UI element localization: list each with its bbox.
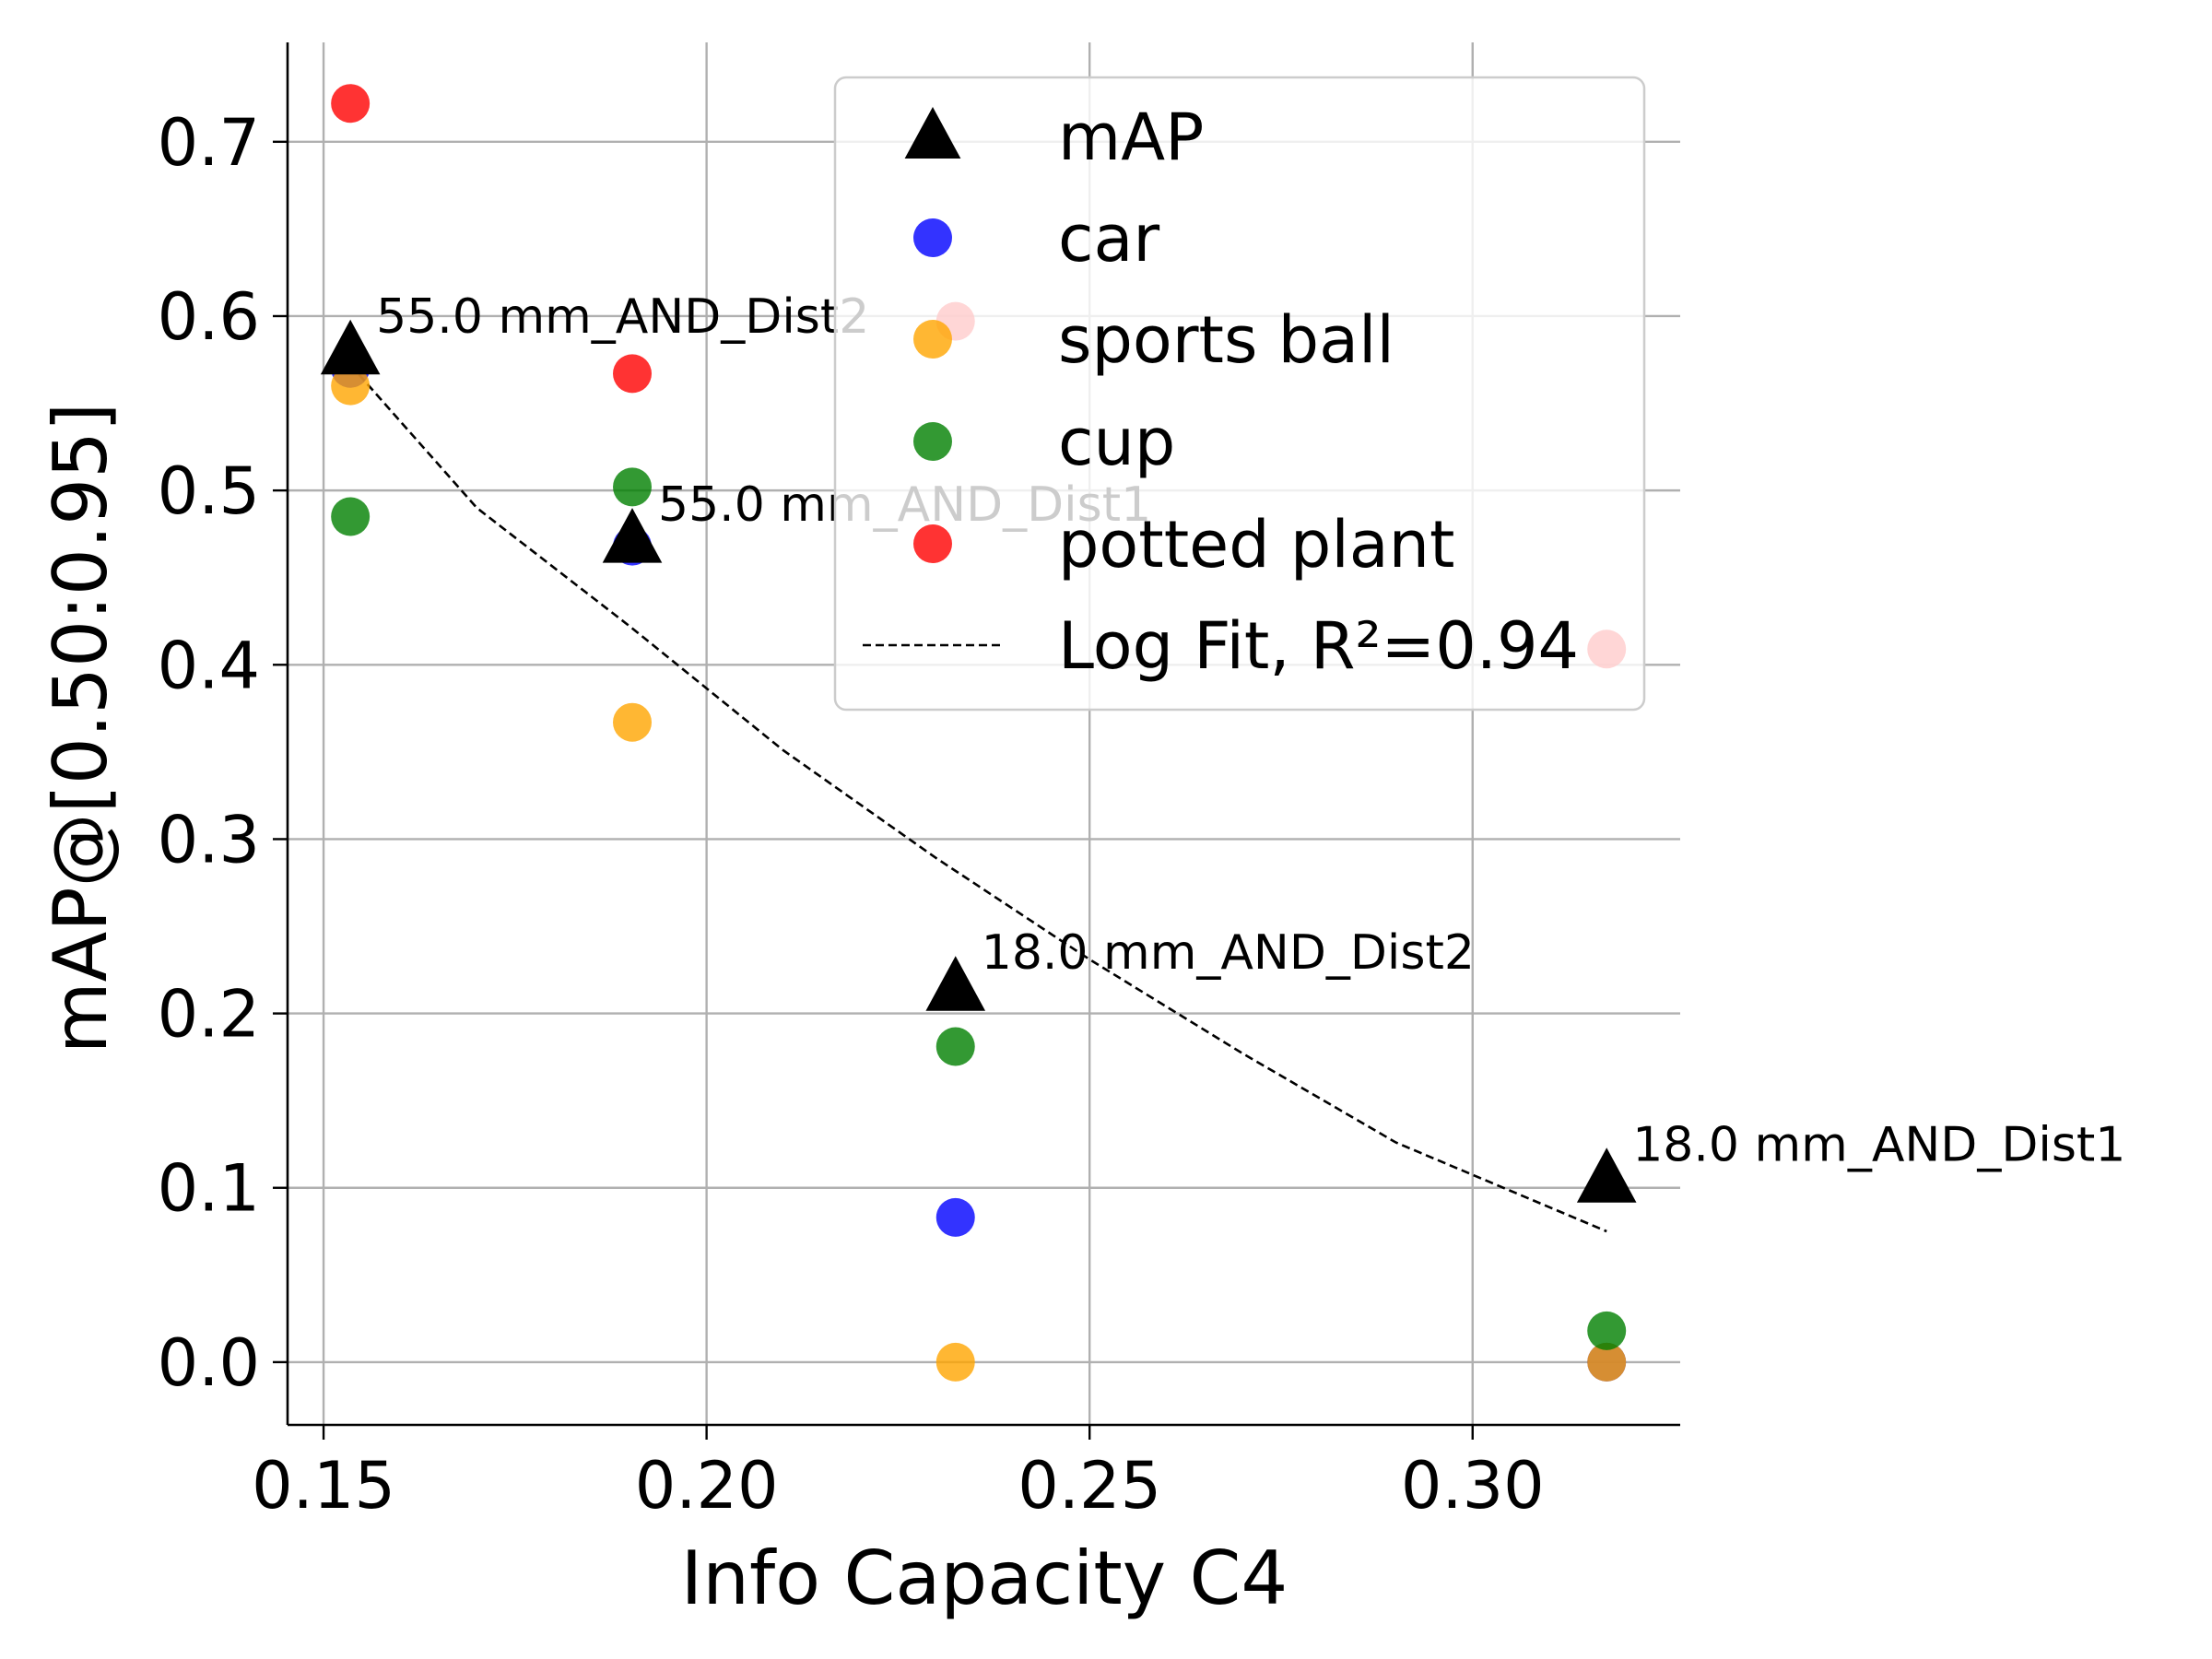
legend-box: [833, 76, 1646, 712]
point-annotation: 18.0 mm_AND_Dist1: [1632, 1117, 2125, 1172]
legend: mAP car sports ball cup potted plant Log Fit,…: [833, 76, 1646, 712]
legend-label-sports-ball: sports ball: [1058, 302, 1394, 378]
point-annotation: 18.0 mm_AND_Dist2: [982, 925, 1475, 981]
point-potted-plant: [613, 354, 653, 394]
point-cup: [935, 1027, 975, 1066]
y-tick-label: 0.3: [158, 802, 260, 877]
y-tick-label: 0.7: [158, 105, 260, 181]
legend-marker-car: [913, 218, 952, 257]
point-sports-ball: [1587, 1342, 1627, 1382]
point-mAP: [925, 956, 986, 1011]
point-mAP: [320, 319, 381, 375]
point-mAP: [1576, 1147, 1637, 1203]
legend-label-potted-plant: potted plant: [1058, 507, 1455, 582]
legend-marker-cup: [913, 422, 952, 461]
point-sports-ball: [331, 366, 371, 406]
legend-label-mAP: mAP: [1058, 100, 1204, 175]
x-tick-label: 0.25: [1018, 1448, 1161, 1524]
y-axis-title: mAP@[0.50:0.95]: [38, 403, 124, 1054]
x-tick-label: 0.30: [1401, 1448, 1545, 1524]
axes: [273, 42, 1680, 1440]
point-cup: [331, 497, 371, 536]
legend-marker-mAP: [904, 107, 961, 159]
y-tick-label: 0.4: [158, 628, 260, 703]
log-fit-line: [349, 364, 1607, 1233]
legend-label-cup: cup: [1058, 405, 1175, 480]
point-annotation: 55.0 mm_AND_Dist2: [376, 289, 869, 345]
legend-marker-potted-plant: [913, 524, 952, 563]
y-tick-label: 0.5: [158, 453, 260, 529]
point-potted-plant: [331, 84, 371, 124]
point-cup: [613, 467, 653, 507]
point-car: [935, 1197, 975, 1237]
point-sports-ball: [613, 702, 653, 742]
y-tick-label: 0.0: [158, 1325, 260, 1401]
legend-marker-sports-ball: [913, 320, 952, 359]
legend-label-Log-Fit-R-0-94: Log Fit, R²=0.94: [1058, 608, 1579, 684]
point-mAP: [602, 508, 663, 563]
fit-line-layer: [349, 364, 1607, 1233]
legend-label-car: car: [1058, 201, 1159, 276]
y-tick-label: 0.2: [158, 977, 260, 1053]
x-axis-title: Info Capacity C4: [681, 1535, 1288, 1621]
x-tick-label: 0.20: [635, 1448, 779, 1524]
y-tick-label: 0.1: [158, 1151, 260, 1227]
point-cup: [1587, 1311, 1627, 1350]
y-tick-label: 0.6: [158, 279, 260, 355]
x-tick-label: 0.15: [252, 1448, 395, 1524]
tick-labels: 0.15 0.20 0.25 0.30 0.0 0.1 0.2 0.3 0.4 0.5 0.6 0.7: [158, 105, 1545, 1524]
point-sports-ball: [935, 1342, 975, 1382]
